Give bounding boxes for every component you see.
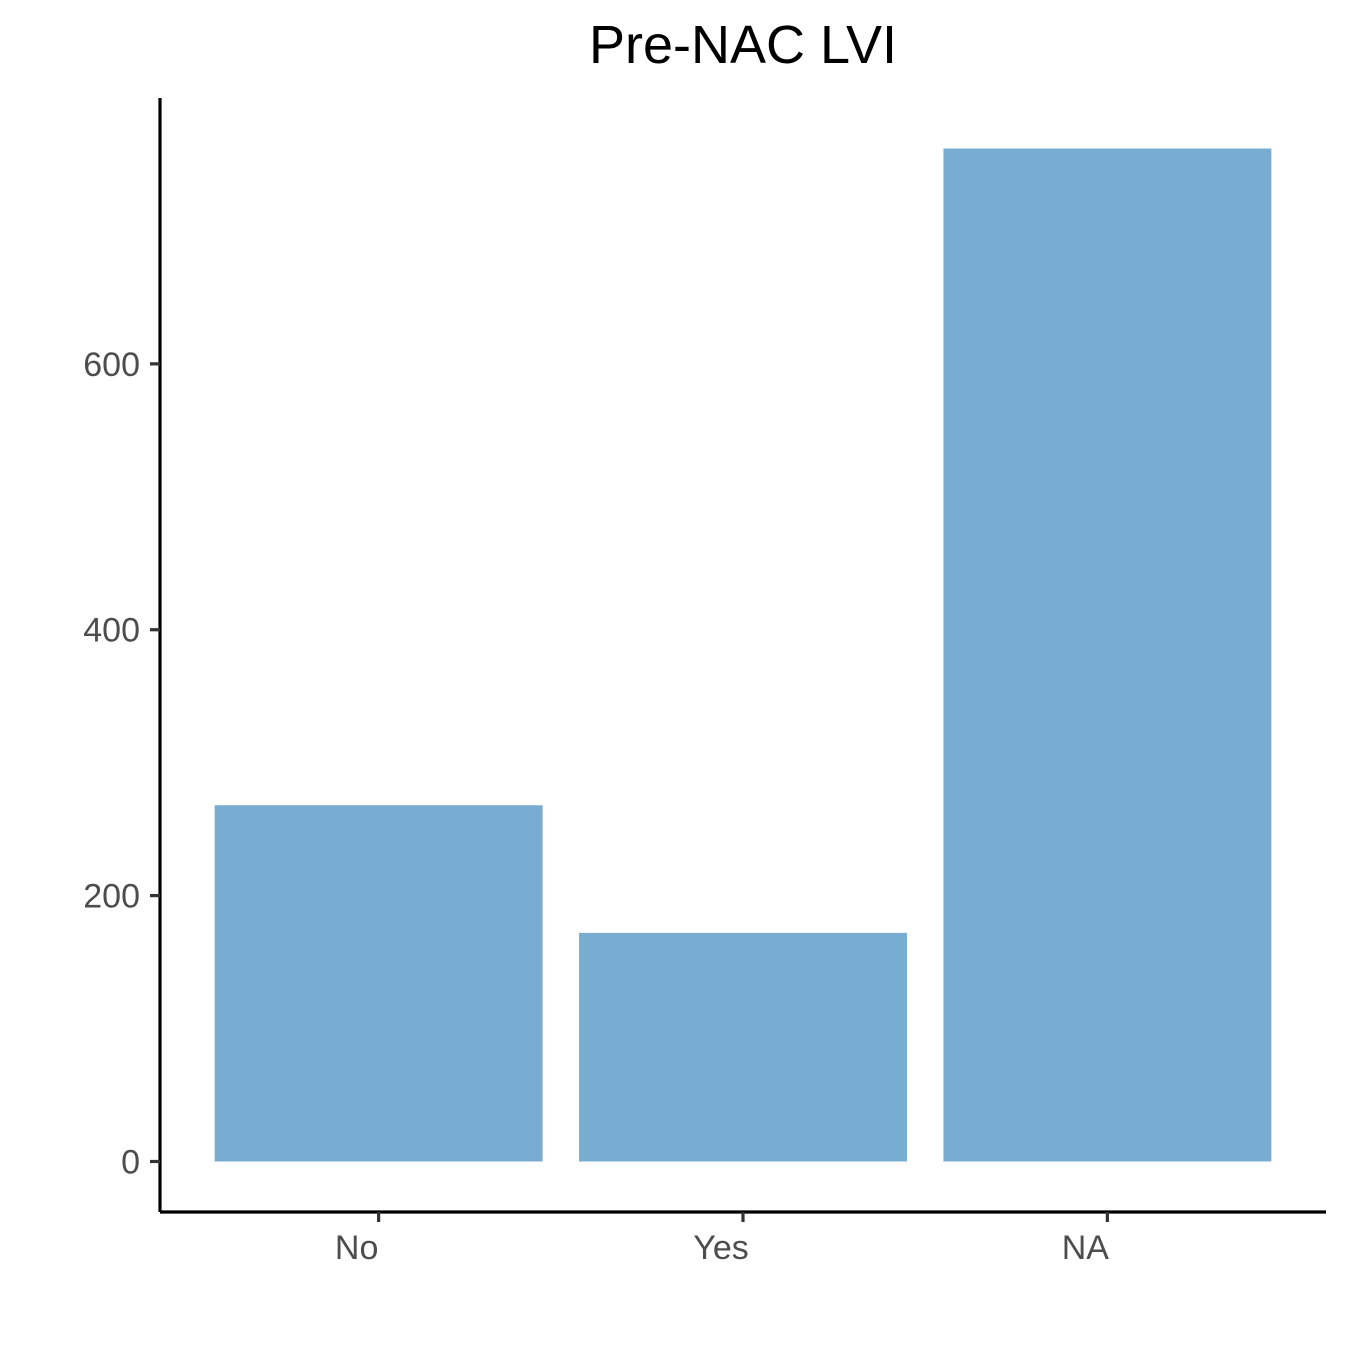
x-tick-label: Yes	[693, 1229, 748, 1267]
y-tick-label: 600	[83, 346, 140, 384]
bar-na	[943, 148, 1272, 1162]
chart-title: Pre-NAC LVI	[589, 15, 897, 75]
x-tick-label: NA	[1062, 1229, 1110, 1267]
y-tick-label: 400	[83, 612, 140, 650]
bars-layer	[214, 148, 1272, 1162]
x-tick-label: No	[335, 1229, 378, 1267]
x-axis: No Yes NA	[160, 1210, 1326, 1267]
y-tick-label: 0	[121, 1143, 140, 1181]
y-axis: 0 200 400 600	[83, 98, 162, 1212]
y-tick-label: 200	[83, 878, 140, 916]
bar-yes	[579, 932, 907, 1162]
bar-no	[214, 805, 543, 1162]
